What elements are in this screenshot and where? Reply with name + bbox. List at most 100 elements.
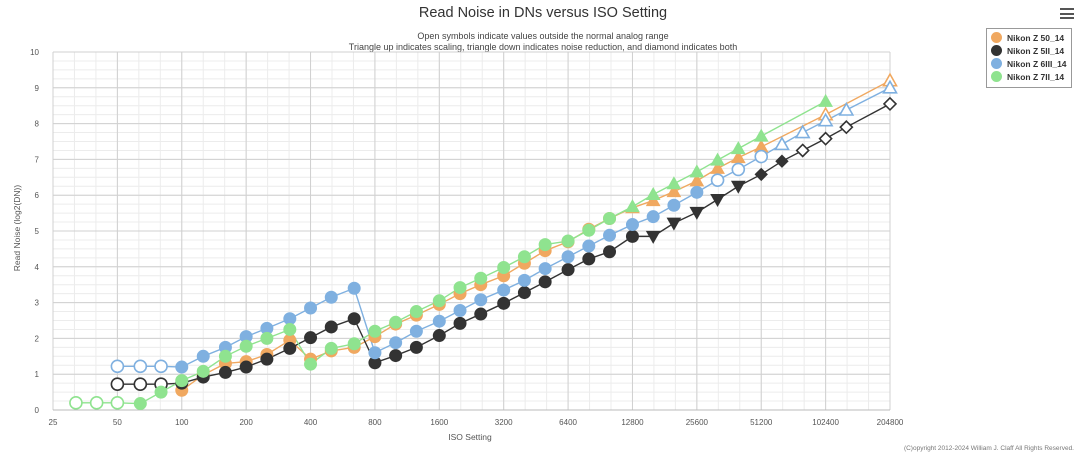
data-point — [561, 250, 575, 264]
data-point — [154, 385, 168, 399]
legend-item-nikon-z-50[interactable]: Nikon Z 50_14 — [991, 31, 1067, 44]
data-point — [453, 316, 467, 330]
data-point — [283, 341, 297, 355]
data-point — [603, 211, 617, 225]
data-point — [667, 198, 681, 212]
data-point — [368, 346, 382, 360]
data-point — [453, 303, 467, 317]
y-tick-label: 9 — [35, 84, 40, 93]
data-point — [625, 199, 640, 213]
data-point — [283, 322, 297, 336]
data-point — [731, 162, 746, 177]
data-point — [304, 331, 318, 345]
data-point — [645, 186, 661, 200]
data-point — [110, 377, 125, 392]
x-tick-label: 200 — [239, 418, 253, 427]
data-point — [304, 357, 318, 371]
data-point — [689, 164, 705, 178]
data-point — [538, 238, 552, 252]
data-point — [324, 320, 338, 334]
data-point — [304, 301, 318, 315]
y-tick-label: 6 — [35, 191, 40, 200]
chart-subtitle-line-1: Open symbols indicate values outside the… — [417, 31, 669, 41]
y-axis-title: Read Noise (log2(DN)) — [12, 184, 22, 272]
data-point — [517, 250, 531, 264]
y-tick-label: 4 — [35, 263, 40, 272]
data-point — [517, 273, 531, 287]
data-point — [603, 228, 617, 242]
data-point — [603, 245, 617, 259]
legend-swatch — [991, 32, 1002, 43]
data-point — [710, 160, 725, 174]
data-point — [710, 152, 725, 166]
x-tick-label: 50 — [113, 418, 122, 427]
data-point — [646, 210, 660, 224]
data-point — [710, 193, 725, 208]
data-point — [754, 149, 769, 164]
data-point — [409, 305, 423, 319]
data-point — [260, 352, 274, 366]
y-tick-label: 8 — [35, 120, 40, 129]
data-point — [794, 124, 811, 139]
x-axis-title: ISO Setting — [448, 432, 492, 442]
data-point — [89, 396, 104, 410]
data-point — [218, 365, 232, 379]
menu-bar — [1060, 17, 1074, 19]
x-tick-label: 25600 — [686, 418, 709, 427]
legend-item-nikon-z-6iii[interactable]: Nikon Z 6III_14 — [991, 57, 1067, 70]
menu-bar — [1060, 12, 1074, 15]
data-point — [838, 101, 855, 116]
data-point — [133, 359, 148, 374]
data-point — [110, 396, 125, 410]
legend-label: Nikon Z 7II_14 — [1007, 71, 1065, 82]
data-point — [561, 263, 575, 277]
legend-item-nikon-z-7ii[interactable]: Nikon Z 7II_14 — [991, 70, 1067, 83]
legend: Nikon Z 50_14 Nikon Z 5II_14 Nikon Z 6II… — [986, 28, 1072, 88]
data-point — [283, 312, 297, 326]
data-point — [625, 218, 639, 232]
data-point — [690, 185, 704, 199]
legend-item-nikon-z-5ii[interactable]: Nikon Z 5II_14 — [991, 44, 1067, 57]
data-point — [730, 150, 746, 164]
data-point — [347, 337, 361, 351]
data-point — [730, 180, 746, 194]
data-point — [774, 136, 790, 151]
data-point — [474, 293, 488, 307]
data-point — [582, 252, 596, 266]
data-point — [347, 312, 361, 326]
x-tick-label: 1600 — [430, 418, 448, 427]
legend-swatch — [991, 71, 1002, 82]
data-point — [389, 349, 403, 363]
data-point — [882, 96, 898, 112]
x-tick-label: 100 — [175, 418, 189, 427]
y-tick-label: 2 — [35, 334, 40, 343]
data-point — [625, 229, 639, 243]
data-point — [453, 281, 467, 295]
data-point — [133, 397, 147, 411]
data-point — [517, 286, 531, 300]
x-tick-label: 25 — [49, 418, 58, 427]
data-point — [839, 120, 854, 135]
data-point — [474, 271, 488, 285]
data-point — [196, 349, 210, 363]
data-point — [389, 315, 403, 329]
data-point — [561, 234, 575, 248]
data-point — [239, 339, 253, 353]
data-point — [133, 377, 148, 392]
hamburger-menu-icon[interactable] — [1060, 8, 1074, 20]
data-point — [817, 112, 834, 127]
data-point — [795, 143, 810, 158]
data-point — [432, 294, 446, 308]
data-point — [582, 223, 596, 237]
data-point — [666, 217, 682, 231]
data-point — [754, 167, 768, 182]
legend-label: Nikon Z 6III_14 — [1007, 58, 1067, 69]
y-tick-label: 3 — [35, 299, 40, 308]
menu-bar — [1060, 8, 1074, 10]
x-tick-label: 800 — [368, 418, 382, 427]
data-point — [196, 364, 210, 378]
data-point — [389, 336, 403, 350]
data-point — [409, 340, 423, 354]
x-tick-label: 6400 — [559, 418, 577, 427]
